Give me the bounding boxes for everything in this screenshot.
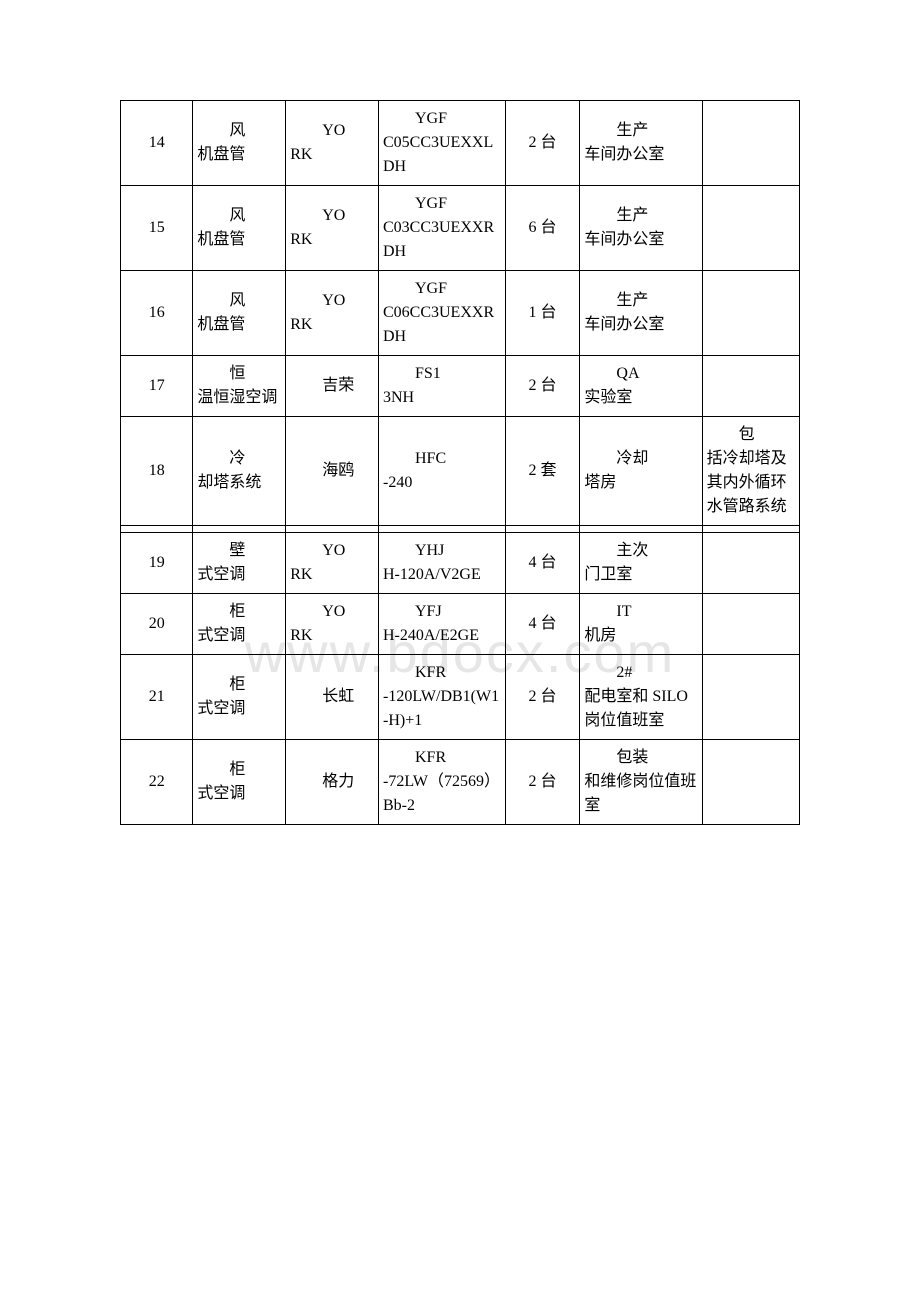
- cell-brand: 长虹: [286, 655, 379, 740]
- cell-qty: 2 台: [505, 356, 580, 417]
- cell-num: 17: [121, 356, 193, 417]
- cell-name: 柜式空调: [193, 594, 286, 655]
- table-row: 14风机盘管YORKYGFC05CC3UEXXLDH2 台生产车间办公室: [121, 101, 800, 186]
- cell-qty: 4 台: [505, 533, 580, 594]
- cell-note: [702, 594, 799, 655]
- cell-qty: 6 台: [505, 186, 580, 271]
- cell-loc: 生产车间办公室: [580, 186, 702, 271]
- table-row: 21柜式空调长虹KFR-120LW/DB1(W1-H)+12 台2#配电室和 S…: [121, 655, 800, 740]
- cell-loc: 生产车间办公室: [580, 271, 702, 356]
- cell-name: 恒温恒湿空调: [193, 356, 286, 417]
- table-row: 18冷却塔系统海鸥HFC-2402 套冷却塔房包括冷却塔及其内外循环水管路系统: [121, 417, 800, 526]
- cell-brand: YORK: [286, 533, 379, 594]
- cell-note: [702, 740, 799, 825]
- cell-loc: 2#配电室和 SILO岗位值班室: [580, 655, 702, 740]
- cell-note: 包括冷却塔及其内外循环水管路系统: [702, 417, 799, 526]
- cell-note: [702, 101, 799, 186]
- cell-qty: 4 台: [505, 594, 580, 655]
- cell-brand: 格力: [286, 740, 379, 825]
- table-row: 15风机盘管YORKYGFC03CC3UEXXRDH6 台生产车间办公室: [121, 186, 800, 271]
- cell-num: 18: [121, 417, 193, 526]
- cell-qty: 2 台: [505, 740, 580, 825]
- cell-brand: YORK: [286, 186, 379, 271]
- cell-loc: 主次门卫室: [580, 533, 702, 594]
- cell-name: 柜式空调: [193, 740, 286, 825]
- cell-model: YGFC03CC3UEXXRDH: [378, 186, 505, 271]
- equipment-table: 14风机盘管YORKYGFC05CC3UEXXLDH2 台生产车间办公室15风机…: [120, 100, 800, 825]
- table-row: 22柜式空调格力KFR-72LW（72569）Bb-22 台包装和维修岗位值班室: [121, 740, 800, 825]
- cell-brand: YORK: [286, 271, 379, 356]
- table-row: 20柜式空调YORKYFJH-240A/E2GE4 台IT机房: [121, 594, 800, 655]
- table-row: 16风机盘管YORKYGFC06CC3UEXXRDH1 台生产车间办公室: [121, 271, 800, 356]
- cell-note: [702, 186, 799, 271]
- cell-loc: 包装和维修岗位值班室: [580, 740, 702, 825]
- cell-brand: YORK: [286, 594, 379, 655]
- cell-brand: 吉荣: [286, 356, 379, 417]
- cell-model: HFC-240: [378, 417, 505, 526]
- cell-model: YGFC05CC3UEXXLDH: [378, 101, 505, 186]
- cell-brand: 海鸥: [286, 417, 379, 526]
- cell-name: 风机盘管: [193, 186, 286, 271]
- cell-model: FS13NH: [378, 356, 505, 417]
- cell-model: YHJH-120A/V2GE: [378, 533, 505, 594]
- cell-qty: 1 台: [505, 271, 580, 356]
- cell-qty: 2 套: [505, 417, 580, 526]
- cell-loc: 生产车间办公室: [580, 101, 702, 186]
- cell-qty: 2 台: [505, 101, 580, 186]
- cell-loc: 冷却塔房: [580, 417, 702, 526]
- cell-num: 14: [121, 101, 193, 186]
- cell-name: 风机盘管: [193, 271, 286, 356]
- cell-brand: YORK: [286, 101, 379, 186]
- cell-model: YGFC06CC3UEXXRDH: [378, 271, 505, 356]
- cell-name: 风机盘管: [193, 101, 286, 186]
- cell-model: KFR-120LW/DB1(W1-H)+1: [378, 655, 505, 740]
- cell-note: [702, 533, 799, 594]
- cell-num: 19: [121, 533, 193, 594]
- cell-model: YFJH-240A/E2GE: [378, 594, 505, 655]
- table-row: 19壁式空调YORKYHJH-120A/V2GE4 台主次门卫室: [121, 533, 800, 594]
- cell-num: 15: [121, 186, 193, 271]
- cell-loc: QA实验室: [580, 356, 702, 417]
- cell-model: KFR-72LW（72569）Bb-2: [378, 740, 505, 825]
- cell-note: [702, 356, 799, 417]
- cell-qty: 2 台: [505, 655, 580, 740]
- cell-num: 20: [121, 594, 193, 655]
- cell-name: 冷却塔系统: [193, 417, 286, 526]
- cell-name: 柜式空调: [193, 655, 286, 740]
- cell-num: 21: [121, 655, 193, 740]
- cell-note: [702, 271, 799, 356]
- cell-num: 16: [121, 271, 193, 356]
- table-row: 17恒温恒湿空调吉荣FS13NH2 台QA实验室: [121, 356, 800, 417]
- cell-num: 22: [121, 740, 193, 825]
- cell-loc: IT机房: [580, 594, 702, 655]
- cell-note: [702, 655, 799, 740]
- cell-name: 壁式空调: [193, 533, 286, 594]
